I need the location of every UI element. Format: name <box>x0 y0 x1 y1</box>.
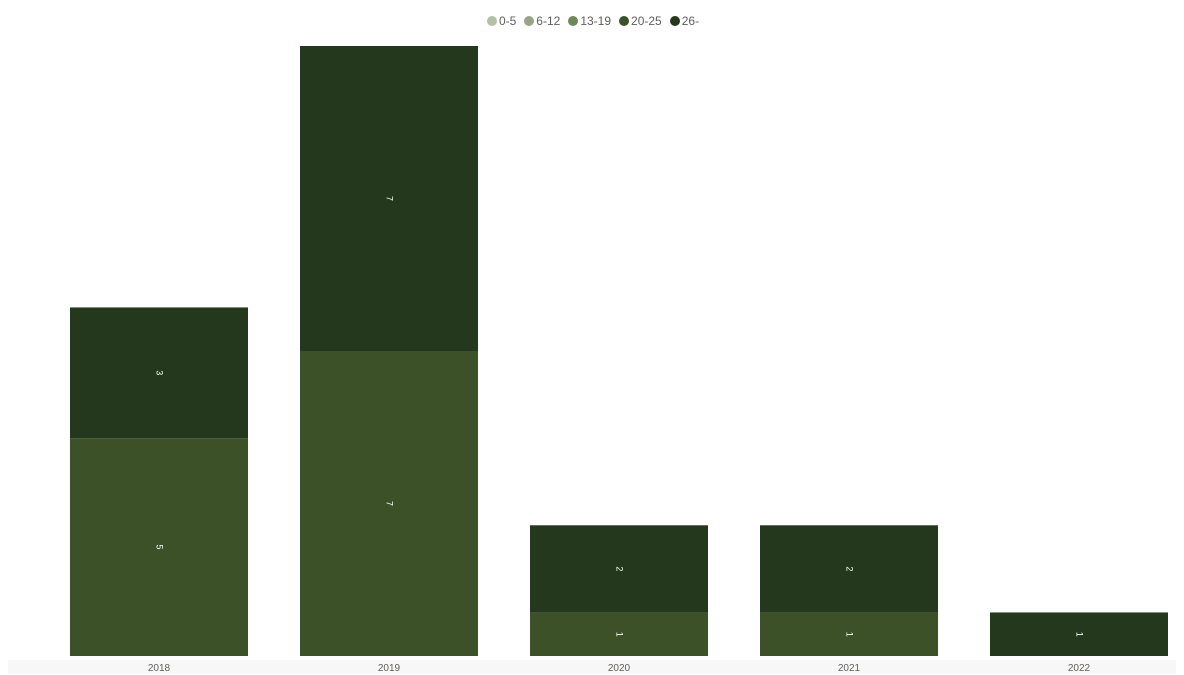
data-label-2020-4: 2 <box>615 566 625 571</box>
legend: 0-5 6-12 13-19 20-25 26- <box>0 12 1184 30</box>
data-label-2021-3: 1 <box>845 632 855 637</box>
legend-item-1[interactable]: 6-12 <box>522 14 560 28</box>
x-tick-label-2020: 2020 <box>608 663 631 674</box>
bar-segment-2019-3[interactable] <box>300 351 478 656</box>
x-tick-label-2021: 2021 <box>838 663 861 674</box>
legend-item-0[interactable]: 0-5 <box>485 14 516 28</box>
legend-swatch-1 <box>524 16 535 26</box>
legend-swatch-3 <box>619 16 630 26</box>
legend-label-0: 0-5 <box>498 14 517 28</box>
bar-segment-2021-4[interactable] <box>760 525 938 613</box>
legend-label-4: 26- <box>681 14 700 28</box>
legend-label-1: 6-12 <box>536 14 561 28</box>
bar-segment-2020-3[interactable] <box>530 612 708 656</box>
x-tick-label-2022: 2022 <box>1068 663 1091 674</box>
bar-segment-2020-4[interactable] <box>530 525 708 613</box>
data-label-2020-3: 1 <box>615 632 625 637</box>
data-label-2022-4: 1 <box>1075 632 1085 637</box>
x-tick-label-2019: 2019 <box>378 663 401 674</box>
bar-segment-2019-4[interactable] <box>300 46 478 351</box>
legend-item-2[interactable]: 13-19 <box>566 14 611 28</box>
x-axis-background <box>8 660 1176 674</box>
legend-item-3[interactable]: 20-25 <box>617 14 662 28</box>
bar-segment-2021-3[interactable] <box>760 612 938 656</box>
bar-segment-2018-4[interactable] <box>70 307 248 439</box>
legend-label-2: 13-19 <box>580 14 612 28</box>
x-tick-label-2018: 2018 <box>148 663 171 674</box>
data-label-2021-4: 2 <box>845 566 855 571</box>
legend-label-3: 20-25 <box>631 14 662 28</box>
legend-swatch-0 <box>486 16 497 26</box>
data-label-2018-3: 5 <box>155 545 165 550</box>
data-label-2019-3: 7 <box>385 501 395 506</box>
legend-swatch-4 <box>669 16 680 26</box>
data-label-2018-4: 3 <box>155 370 165 375</box>
legend-item-4[interactable]: 26- <box>668 14 699 28</box>
bar-segment-2018-3[interactable] <box>70 438 248 656</box>
legend-swatch-2 <box>568 16 579 26</box>
bar-segment-2022-4[interactable] <box>990 612 1168 656</box>
data-label-2019-4: 7 <box>385 196 395 201</box>
